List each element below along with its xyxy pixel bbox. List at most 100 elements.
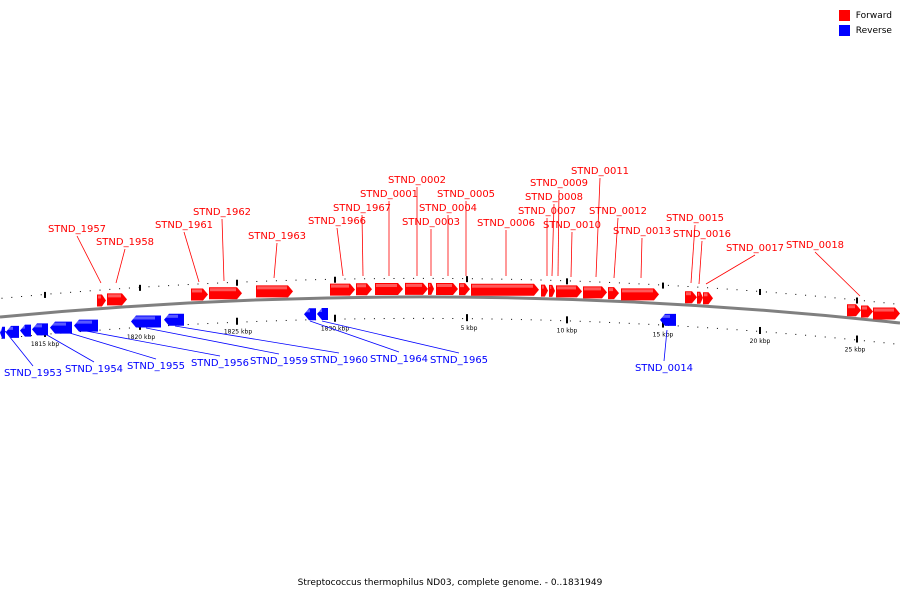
gene-highlight bbox=[472, 284, 533, 288]
gene-arrow bbox=[6, 325, 19, 338]
reverse-gene[interactable] bbox=[304, 308, 316, 321]
legend-reverse: Reverse bbox=[838, 23, 892, 38]
gene-label: STND_0003 bbox=[402, 217, 460, 228]
forward-gene[interactable] bbox=[428, 282, 434, 295]
gene-label-group[interactable]: STND_1962 bbox=[193, 207, 251, 282]
gene-label-group[interactable]: STND_1955 bbox=[62, 330, 185, 372]
forward-gene[interactable] bbox=[621, 288, 659, 301]
reverse-gene[interactable] bbox=[32, 323, 48, 336]
gene-label-group[interactable]: STND_0014 bbox=[635, 329, 693, 374]
gene-arrow bbox=[32, 323, 48, 336]
gene-label: STND_1966 bbox=[308, 216, 366, 227]
forward-gene[interactable] bbox=[873, 307, 900, 320]
gene-label: STND_1963 bbox=[248, 231, 306, 242]
reverse-gene[interactable] bbox=[6, 325, 19, 338]
gene-label-group[interactable]: STND_1953 bbox=[4, 330, 62, 379]
forward-gene[interactable] bbox=[209, 287, 242, 300]
forward-gene[interactable] bbox=[471, 283, 539, 296]
forward-gene[interactable] bbox=[541, 284, 548, 297]
reverse-gene[interactable] bbox=[50, 321, 72, 334]
forward-gene[interactable] bbox=[405, 282, 428, 295]
gene-arrow bbox=[330, 283, 355, 296]
gene-highlight bbox=[21, 325, 26, 329]
gene-label-group[interactable]: STND_0002 bbox=[388, 175, 446, 276]
forward-gene[interactable] bbox=[685, 291, 697, 304]
gene-label-group[interactable]: STND_0006 bbox=[477, 218, 535, 276]
forward-gene[interactable] bbox=[608, 287, 619, 300]
gene-label-group[interactable]: STND_0004 bbox=[419, 203, 477, 276]
forward-gene[interactable] bbox=[549, 284, 555, 297]
gene-label-group[interactable]: STND_1966 bbox=[308, 216, 366, 277]
forward-gene[interactable] bbox=[459, 283, 470, 296]
forward-gene[interactable] bbox=[330, 283, 355, 296]
gene-arrow bbox=[317, 307, 328, 320]
gene-label-group[interactable]: STND_0003 bbox=[402, 217, 460, 276]
gene-label-group[interactable]: STND_0009 bbox=[530, 178, 588, 277]
reverse-gene[interactable] bbox=[660, 313, 676, 326]
gene-arrow bbox=[541, 284, 548, 297]
gene-label: STND_0018 bbox=[786, 240, 844, 251]
gene-label-group[interactable]: STND_0016 bbox=[673, 229, 731, 285]
gene-label-group[interactable]: STND_0008 bbox=[525, 192, 583, 277]
forward-gene[interactable] bbox=[375, 283, 403, 296]
gene-label-group[interactable]: STND_0010 bbox=[543, 220, 601, 278]
forward-gene[interactable] bbox=[703, 292, 713, 305]
gene-label: STND_1964 bbox=[370, 354, 428, 365]
leader-line bbox=[613, 217, 619, 279]
gene-label-group[interactable]: STND_1964 bbox=[309, 320, 428, 365]
leader-line bbox=[705, 254, 756, 285]
gene-label-group[interactable]: STND_1958 bbox=[96, 237, 154, 284]
gene-arrow bbox=[608, 287, 619, 300]
gene-highlight bbox=[609, 288, 614, 292]
gene-arrow bbox=[20, 324, 31, 337]
forward-gene[interactable] bbox=[191, 288, 208, 301]
gene-arrow bbox=[191, 288, 208, 301]
gene-label-group[interactable]: STND_0005 bbox=[437, 189, 495, 276]
gene-label-group[interactable]: STND_1960 bbox=[174, 325, 368, 366]
gene-arrow bbox=[436, 282, 458, 295]
gene-highlight bbox=[132, 316, 155, 320]
gene-label-group[interactable]: STND_1963 bbox=[248, 231, 306, 279]
forward-gene[interactable] bbox=[697, 291, 703, 304]
gene-label-group[interactable]: STND_0012 bbox=[589, 206, 647, 279]
gene-highlight bbox=[686, 292, 691, 296]
gene-highlight bbox=[661, 314, 670, 318]
forward-gene[interactable] bbox=[356, 283, 372, 296]
forward-gene[interactable] bbox=[107, 293, 127, 306]
reverse-gene[interactable] bbox=[0, 326, 5, 339]
gene-label-group[interactable]: STND_1957 bbox=[48, 224, 106, 284]
reverse-gene[interactable] bbox=[317, 307, 328, 320]
gene-highlight bbox=[406, 283, 422, 287]
forward-gene[interactable] bbox=[847, 304, 861, 317]
gene-label: STND_0011 bbox=[571, 166, 629, 177]
forward-gene[interactable] bbox=[436, 282, 458, 295]
forward-gene[interactable] bbox=[97, 294, 106, 307]
forward-gene[interactable] bbox=[583, 286, 607, 299]
gene-label-group[interactable]: STND_1956 bbox=[85, 330, 249, 369]
forward-gene[interactable] bbox=[861, 305, 873, 318]
gene-highlight bbox=[331, 284, 349, 288]
gene-label-group[interactable]: STND_0001 bbox=[360, 189, 418, 276]
forward-gene[interactable] bbox=[556, 285, 582, 298]
gene-label-group[interactable]: STND_0007 bbox=[518, 206, 576, 276]
gene-label-group[interactable]: STND_0017 bbox=[705, 243, 784, 285]
forward-gene[interactable] bbox=[256, 285, 293, 298]
gene-label: STND_1962 bbox=[193, 207, 251, 218]
gene-label-group[interactable]: STND_1961 bbox=[155, 220, 213, 283]
gene-label-group[interactable]: STND_1954 bbox=[39, 330, 123, 375]
gene-label-group[interactable]: STND_1967 bbox=[333, 203, 391, 277]
reverse-gene[interactable] bbox=[131, 315, 161, 328]
reverse-gene[interactable] bbox=[74, 319, 98, 332]
leader-line bbox=[4, 330, 34, 367]
gene-label-group[interactable]: STND_1965 bbox=[321, 320, 488, 366]
tick-label: 1820 kbp bbox=[127, 334, 155, 341]
gene-label-group[interactable]: STND_1959 bbox=[145, 327, 308, 367]
reverse-gene[interactable] bbox=[20, 324, 31, 337]
reverse-gene[interactable] bbox=[164, 313, 184, 326]
gene-label-group[interactable]: STND_0015 bbox=[666, 213, 724, 284]
gene-label-group[interactable]: STND_0013 bbox=[613, 226, 671, 279]
gene-label: STND_0016 bbox=[673, 229, 731, 240]
gene-label-group[interactable]: STND_0011 bbox=[571, 166, 629, 278]
gene-label-group[interactable]: STND_0018 bbox=[786, 240, 861, 297]
gene-highlight bbox=[557, 286, 576, 290]
